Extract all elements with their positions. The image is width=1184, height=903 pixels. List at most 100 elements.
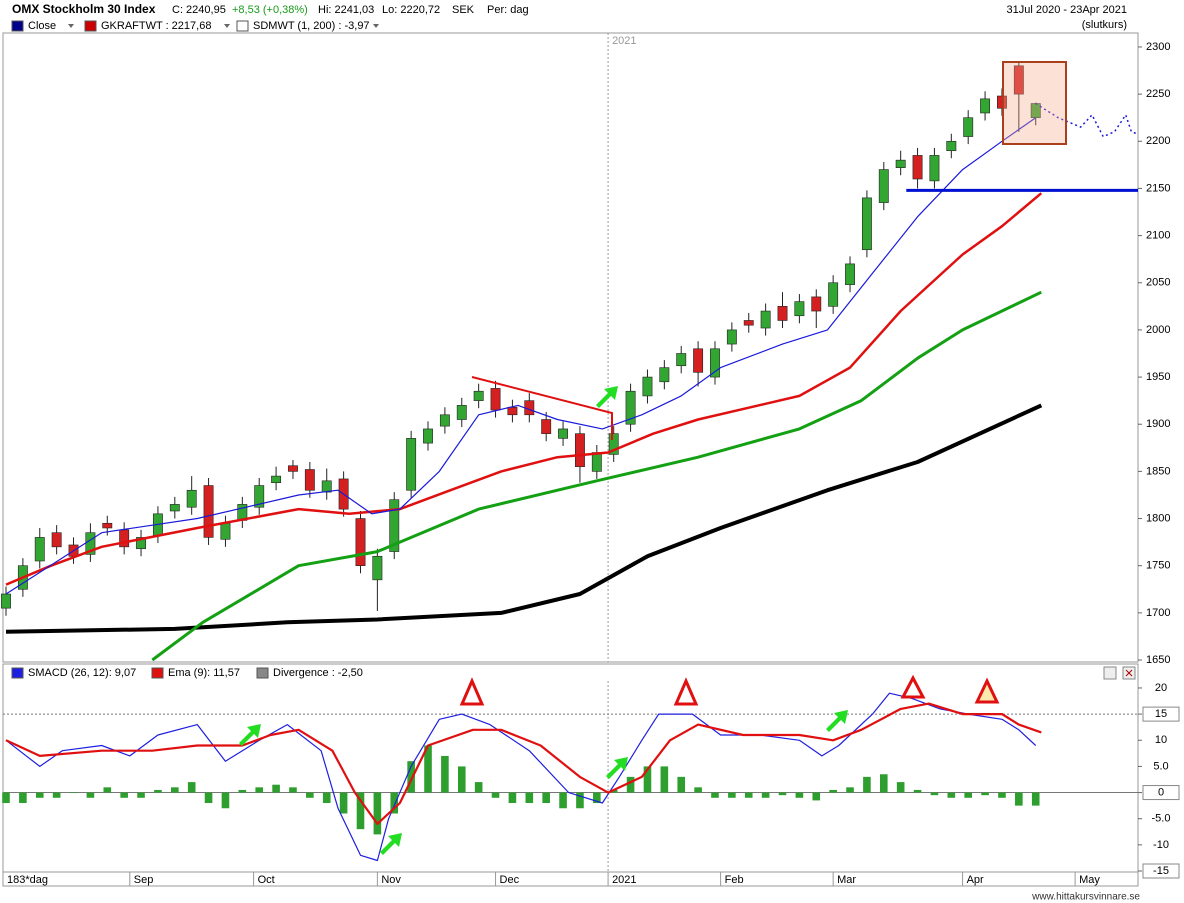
x-tick-label: May [1079, 874, 1100, 886]
candle-body [558, 428, 569, 439]
divergence-bar [137, 792, 145, 798]
divergence-bar [2, 792, 10, 804]
y-tick-label: 1700 [1146, 607, 1170, 619]
candle-body [676, 353, 687, 367]
legend-swatch [84, 20, 97, 32]
candle-body [574, 433, 585, 467]
y-tick-label: -5.0 [1152, 813, 1171, 825]
divergence-bar [964, 792, 972, 798]
divergence-bar [609, 789, 618, 793]
year-label: 2021 [612, 35, 636, 47]
tick-box [1142, 706, 1180, 722]
candle-body [254, 485, 265, 508]
x-tick-label: Feb [725, 874, 744, 886]
candle-body [34, 537, 45, 562]
divergence-bar [744, 792, 753, 798]
divergence-bar [778, 792, 787, 796]
triangle [974, 677, 1000, 704]
tick-box [1142, 863, 1180, 879]
candle-body [743, 320, 754, 326]
candle-body [845, 263, 855, 285]
price-mode: (slutkurs) [1082, 19, 1127, 31]
divergence-bar [390, 792, 399, 814]
y-tick-label: 1900 [1146, 418, 1170, 430]
divergence-bar [255, 787, 264, 793]
divergence-bar [829, 789, 837, 793]
settings-button[interactable] [1103, 666, 1117, 680]
divergence-bar [187, 782, 196, 793]
divergence-bar [407, 761, 415, 793]
arrow [826, 710, 848, 732]
x-tick-label: Dec [500, 874, 520, 886]
candle-body [186, 489, 197, 508]
arrow [380, 833, 402, 855]
legend-label: Divergence : -2,50 [273, 667, 363, 679]
candle-body [760, 310, 771, 329]
highlight-box [1002, 61, 1067, 145]
candle-body [271, 475, 282, 484]
candle-body [304, 469, 315, 491]
divergence-bar [728, 792, 736, 798]
candle-body [895, 159, 906, 168]
divergence-bar [863, 776, 871, 793]
footer: www.hittakursvinnare.se [1031, 892, 1140, 903]
y-tick-label: 2300 [1146, 41, 1170, 53]
triangle [900, 674, 926, 699]
candle-body [591, 452, 602, 472]
y-tick-label: 2100 [1146, 229, 1170, 241]
candle-body [828, 282, 839, 307]
divergence-bar [660, 766, 669, 793]
candle-body [693, 348, 704, 373]
title: OMX Stockholm 30 Index [12, 2, 156, 16]
date-range: 31Jul 2020 - 23Apr 2021 [1007, 4, 1127, 16]
indicator-line [151, 290, 1042, 662]
candle-body [51, 532, 62, 548]
divergence-bar [508, 792, 517, 804]
divergence-bar [339, 792, 348, 814]
candle-body [811, 296, 822, 312]
divergence-bar [238, 789, 247, 793]
divergence-bar [120, 792, 128, 798]
candle-body [507, 406, 518, 416]
divergence-bar [154, 789, 162, 793]
divergence-bar [35, 792, 44, 798]
candle-body [963, 117, 974, 137]
candle-body [288, 465, 298, 472]
period: Per: dag [487, 4, 529, 16]
y-tick-label: 15 [1155, 708, 1167, 720]
triangle [673, 677, 699, 706]
candle-body [456, 405, 467, 420]
candle-body [929, 155, 940, 182]
candle-body [423, 428, 433, 444]
triangle [459, 677, 485, 706]
x-tick-label: Apr [967, 874, 984, 886]
close-icon [1125, 669, 1133, 677]
tick-box [1142, 785, 1180, 801]
divergence-bar [424, 745, 432, 793]
divergence-bar [896, 782, 905, 793]
legend-swatch [256, 667, 269, 679]
macd-panel [2, 663, 1139, 887]
divergence-bar [576, 792, 584, 809]
arrow [606, 757, 628, 779]
legend-label: GKRAFTWT : 2217,68 [101, 20, 211, 32]
indicator-line [5, 403, 1043, 634]
divergence-bar [1015, 792, 1023, 806]
divergence-bar [913, 789, 922, 793]
candle-body [541, 419, 552, 434]
divergence-bar [812, 792, 821, 801]
divergence-bar [86, 792, 95, 798]
divergence-bar [559, 792, 567, 809]
arrow [239, 724, 261, 746]
x-tick-label: Sep [134, 874, 154, 886]
legend-label: SMACD (26, 12): 9,07 [28, 667, 136, 679]
divergence-bar [441, 755, 449, 793]
y-tick-label: 2200 [1146, 135, 1170, 147]
candle-body [321, 480, 332, 493]
y-tick-label: 20 [1155, 682, 1167, 694]
legend-swatch [236, 20, 249, 32]
candle-body [794, 301, 805, 317]
candle-body [946, 140, 957, 152]
candle-body [608, 433, 619, 455]
